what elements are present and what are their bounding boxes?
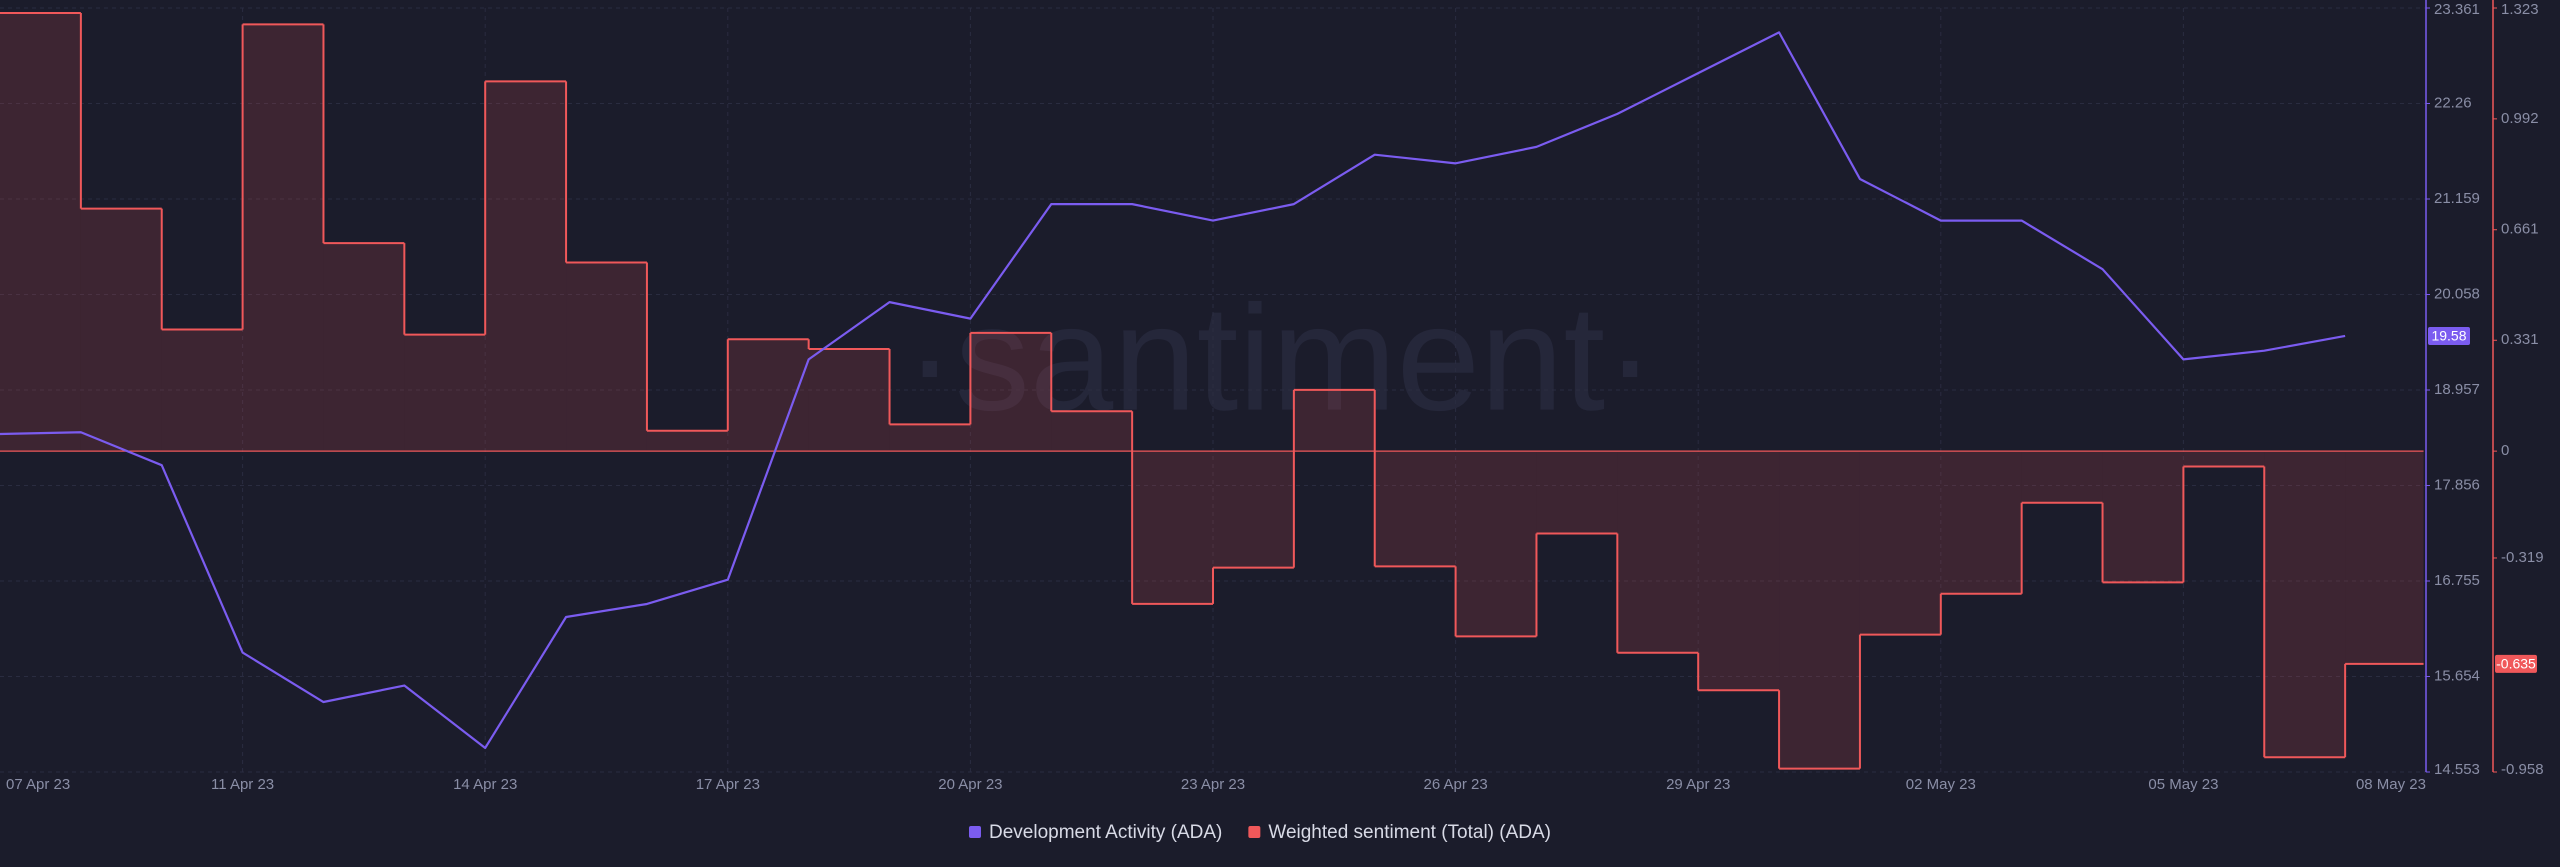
- y2-tick-label: 0: [2501, 442, 2509, 459]
- sentiment-area: [1698, 451, 1780, 691]
- sentiment-area: [2102, 451, 2184, 583]
- y-tick-label: 20.058: [2434, 285, 2480, 302]
- sentiment-area: [2183, 451, 2265, 467]
- sentiment-area: [242, 24, 324, 452]
- x-tick-label: 29 Apr 23: [1666, 776, 1730, 793]
- sentiment-area: [1536, 451, 1618, 534]
- y-tick-label: 18.957: [2434, 381, 2480, 398]
- sentiment-area: [889, 424, 971, 452]
- y-tick-label: 23.361: [2434, 1, 2480, 18]
- legend-swatch: [968, 826, 981, 838]
- x-tick-label: 14 Apr 23: [453, 776, 517, 793]
- sentiment-area: [1213, 451, 1294, 568]
- legend-text: Weighted sentiment (Total) (ADA): [1268, 822, 1551, 843]
- y2-tick-label: 1.323: [2501, 1, 2539, 18]
- sentiment-area: [323, 243, 405, 452]
- legend: Development Activity (ADA) Weighted senti…: [968, 822, 1551, 843]
- y-tick-label: 16.755: [2434, 572, 2480, 589]
- line-series: [0, 31, 2346, 750]
- sentiment-area: [1859, 451, 1941, 635]
- y-tick-label: 14.553: [2434, 761, 2480, 778]
- y-tick-label: 21.159: [2434, 190, 2480, 207]
- sentiment-area: [970, 332, 1052, 452]
- sentiment-area: [1940, 451, 2022, 594]
- y2-tick-label: -0.319: [2501, 549, 2544, 566]
- value-badge: [2428, 326, 2470, 345]
- x-tick-label: 26 Apr 23: [1423, 776, 1487, 793]
- sentiment-area: [404, 334, 486, 452]
- sentiment-area: [2021, 451, 2103, 503]
- y2-tick-label: 0.661: [2501, 221, 2539, 238]
- sentiment-area: [1779, 451, 1860, 769]
- sentiment-area: [485, 81, 567, 452]
- sentiment-area: [1617, 451, 1699, 653]
- sentiment-area: [2345, 451, 2424, 664]
- plot-area: [0, 12, 2424, 770]
- y2-tick-label: -0.958: [2501, 761, 2544, 778]
- sentiment-area: [808, 348, 890, 452]
- sentiment-area: [1132, 451, 1213, 604]
- sentiment-area: [80, 208, 162, 452]
- y-tick-label: 15.654: [2434, 667, 2480, 684]
- x-tick-label: 05 May 23: [2148, 776, 2218, 793]
- value-badge-label: -0.635: [2496, 656, 2536, 672]
- y-tick-label: 22.26: [2434, 94, 2472, 111]
- x-tick-label: 11 Apr 23: [211, 776, 274, 793]
- sentiment-area: [1293, 389, 1375, 452]
- x-tick-label: 23 Apr 23: [1181, 776, 1245, 793]
- x-tick-label: 17 Apr 23: [696, 776, 760, 793]
- value-badge-label: 19.58: [2431, 328, 2466, 344]
- sentiment-area: [1374, 451, 1456, 567]
- x-tick-label: 08 May 23: [2356, 776, 2426, 793]
- sentiment-area: [566, 262, 647, 452]
- sentiment-area: [0, 13, 81, 452]
- sentiment-area: [1051, 411, 1133, 452]
- y2-tick-label: 0.992: [2501, 110, 2539, 127]
- sentiment-area: [161, 329, 243, 452]
- sentiment-area: [2264, 451, 2346, 758]
- y-tick-label: 17.856: [2434, 476, 2480, 493]
- x-tick-label: 02 May 23: [1906, 776, 1976, 793]
- y2-tick-label: 0.331: [2501, 331, 2539, 348]
- sentiment-area: [646, 430, 728, 452]
- step-connector: [79, 13, 2347, 769]
- legend-text: Development Activity (ADA): [989, 822, 1222, 843]
- legend-swatch: [1248, 826, 1261, 838]
- x-tick-label: 07 Apr 23: [6, 776, 70, 793]
- sentiment-area: [1455, 451, 1537, 637]
- watermark: ·santiment·: [905, 274, 1655, 442]
- value-badge: [2495, 654, 2537, 673]
- x-tick-label: 20 Apr 23: [938, 776, 1002, 793]
